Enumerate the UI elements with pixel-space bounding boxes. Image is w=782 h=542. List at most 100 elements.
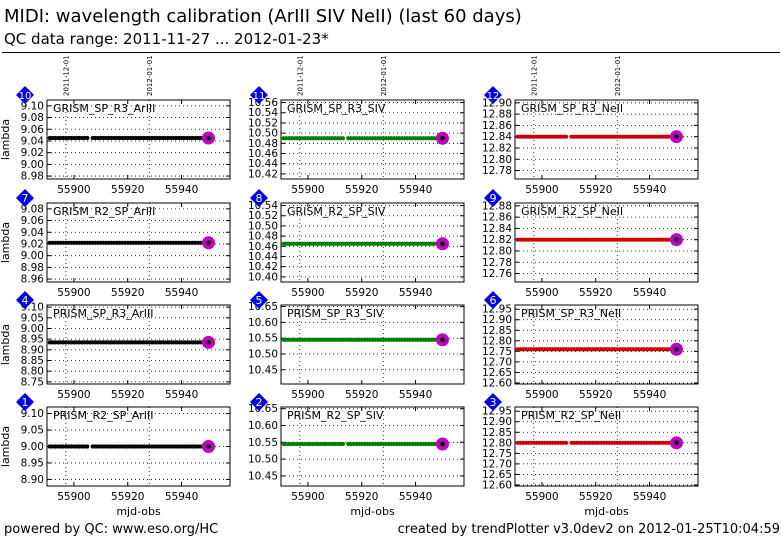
y-tick-label: 12.85	[482, 325, 512, 337]
y-tick-label: 10.48	[248, 138, 278, 150]
y-tick-label: 8.98	[21, 262, 44, 274]
y-tick-label: 8.90	[21, 344, 44, 356]
data-point	[564, 440, 569, 445]
latest-point	[440, 441, 445, 447]
x-tick-label: 55940	[399, 287, 432, 299]
x-tick-label: 55900	[525, 287, 558, 299]
y-tick-label: 12.76	[482, 268, 512, 280]
y-tick-label: 10.60	[248, 420, 278, 432]
latest-point	[674, 237, 679, 242]
y-tick-label: 12.65	[482, 469, 512, 481]
y-axis-label: lambda	[0, 119, 12, 160]
y-tick-label: 12.90	[482, 416, 512, 428]
y-tick-label: 10.55	[248, 333, 278, 345]
x-tick-label: 55900	[57, 389, 90, 401]
x-tick-label: 55940	[633, 389, 666, 401]
y-axis-label: lambda	[0, 222, 12, 263]
y-tick-label: 12.80	[482, 335, 512, 347]
y-axis-label: lambda	[0, 426, 12, 467]
y-tick-label: 9.08	[21, 203, 44, 215]
data-point	[85, 444, 90, 449]
x-tick-label: 55900	[525, 389, 558, 401]
x-axis-label: mjd-obs	[584, 505, 629, 518]
date-marker-label: 2011-12-01	[296, 55, 304, 96]
y-axis-label: lambda	[0, 324, 12, 365]
y-tick-label: 10.44	[248, 158, 278, 170]
y-tick-label: 9.02	[21, 238, 44, 250]
y-tick-label: 8.96	[21, 274, 45, 286]
y-tick-label: 9.10	[21, 100, 44, 112]
y-tick-label: 9.04	[21, 227, 45, 239]
y-tick-label: 10.54	[248, 107, 278, 119]
y-tick-label: 12.75	[482, 346, 512, 358]
plot-frame	[514, 99, 699, 180]
x-tick-label: 55940	[399, 491, 432, 503]
y-tick-label: 8.95	[21, 457, 44, 469]
latest-point	[206, 444, 211, 449]
date-marker-label: 2011-12-01	[62, 55, 70, 96]
chart-panel-11: 2011-12-01 2012-01-01 10.4210.4410.4610.48…	[248, 55, 465, 196]
y-tick-label: 12.75	[482, 448, 512, 460]
x-tick-label: 55920	[111, 184, 144, 196]
y-tick-label: 9.05	[21, 312, 44, 324]
panel-number: 11	[253, 91, 266, 102]
y-tick-label: 12.84	[482, 223, 512, 235]
x-tick-label: 55940	[399, 184, 432, 196]
y-tick-label: 9.05	[21, 425, 44, 437]
y-tick-label: 10.40	[248, 271, 278, 283]
y-tick-label: 8.90	[21, 474, 44, 486]
plot-frame	[280, 304, 465, 385]
y-tick-label: 12.82	[482, 234, 512, 246]
x-tick-label: 55920	[111, 389, 144, 401]
x-tick-label: 55920	[579, 184, 612, 196]
panel-label: PRISM_SP_R3_NeII	[521, 307, 621, 320]
y-tick-label: 10.55	[248, 437, 278, 449]
data-point	[340, 136, 345, 141]
panel-label: PRISM_R2_SP_ArIII	[53, 409, 154, 422]
y-tick-label: 12.70	[482, 356, 512, 368]
data-point	[85, 135, 90, 141]
x-tick-label: 55920	[345, 287, 378, 299]
y-tick-label: 8.75	[21, 376, 44, 388]
panel-number-badge	[250, 189, 268, 207]
x-tick-label: 55920	[111, 287, 144, 299]
panel-number: 4	[22, 294, 29, 307]
title-divider	[2, 52, 780, 53]
chart-panel-6: 12.6012.6512.7012.7512.8012.8512.9012.95…	[482, 291, 699, 401]
latest-point	[440, 337, 445, 343]
y-tick-label: 8.95	[21, 334, 44, 346]
y-tick-label: 12.80	[482, 154, 512, 166]
y-tick-label: 10.46	[248, 241, 278, 253]
panel-number-badge	[250, 86, 268, 104]
y-tick-label: 12.88	[482, 109, 512, 121]
x-tick-label: 55900	[291, 287, 324, 299]
latest-point	[674, 346, 679, 352]
x-tick-label: 55900	[57, 491, 90, 503]
panel-label: PRISM_R2_SP_NeII	[521, 409, 621, 422]
x-tick-label: 55940	[633, 184, 666, 196]
y-tick-label: 10.45	[248, 470, 278, 482]
y-tick-label: 12.60	[482, 377, 512, 389]
panel-number: 7	[22, 192, 29, 205]
y-tick-label: 9.08	[21, 112, 44, 124]
y-tick-label: 9.06	[21, 124, 45, 136]
x-tick-label: 55920	[111, 491, 144, 503]
x-tick-label: 55920	[345, 389, 378, 401]
page-title: MIDI: wavelength calibration (ArIII SIV …	[4, 6, 522, 27]
panel-number-badge	[484, 393, 502, 411]
chart-panel-3: 12.6012.6512.7012.7512.8012.8512.9012.95…	[482, 393, 699, 518]
panel-number: 5	[256, 294, 263, 307]
panel-label: GRISM_R2_SP_NeII	[521, 205, 623, 218]
panel-number-badge	[250, 393, 268, 411]
y-tick-label: 12.90	[482, 314, 512, 326]
y-tick-label: 9.10	[21, 408, 44, 420]
panel-number: 12	[487, 91, 500, 102]
panel-number-badge	[250, 291, 268, 309]
y-tick-label: 12.80	[482, 437, 512, 449]
latest-point	[206, 240, 211, 246]
panel-number-badge	[16, 189, 34, 207]
x-tick-label: 55900	[57, 287, 90, 299]
